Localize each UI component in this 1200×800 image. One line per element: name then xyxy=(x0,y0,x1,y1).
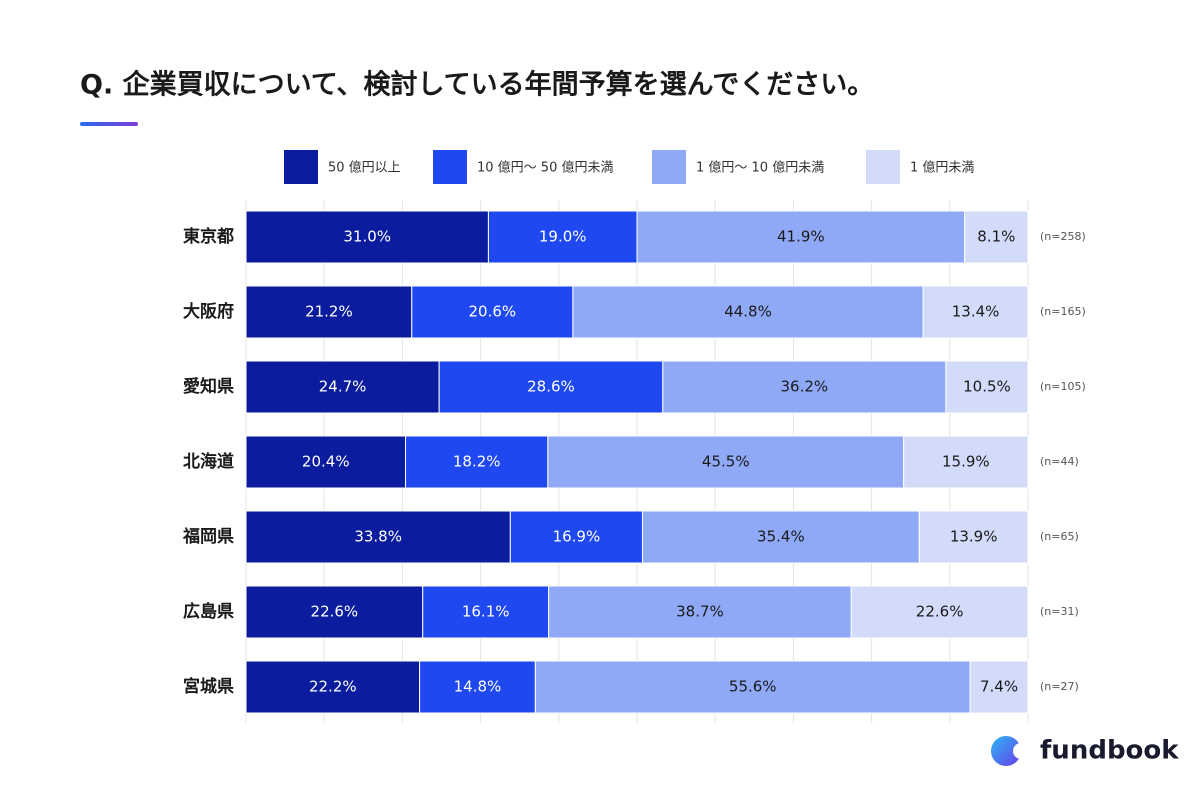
bar-segment xyxy=(422,585,550,639)
value-label: 21.2% xyxy=(305,303,353,321)
logo-icon xyxy=(991,736,1021,766)
value-label: 38.7% xyxy=(676,603,724,621)
bar-segment xyxy=(636,210,966,264)
value-label: 31.0% xyxy=(343,228,391,246)
value-label: 7.4% xyxy=(980,678,1018,696)
logo-icon-inner xyxy=(1013,743,1029,759)
sample-size: (n=258) xyxy=(1040,230,1086,243)
value-label: 41.9% xyxy=(777,228,825,246)
y-tick-label: 東京都 xyxy=(183,226,234,247)
value-label: 55.6% xyxy=(729,678,777,696)
bar-segment xyxy=(245,210,489,264)
title-underline xyxy=(80,122,138,126)
value-label: 28.6% xyxy=(527,378,575,396)
value-label: 19.0% xyxy=(539,228,587,246)
legend-label: 1 億円〜 10 億円未満 xyxy=(696,160,824,176)
value-label: 18.2% xyxy=(453,453,501,471)
bar-segment xyxy=(438,360,664,414)
value-label: 16.1% xyxy=(462,603,510,621)
value-label: 35.4% xyxy=(757,528,805,546)
value-label: 33.8% xyxy=(354,528,402,546)
y-tick-label: 大阪府 xyxy=(183,301,234,322)
sample-size: (n=31) xyxy=(1040,605,1079,618)
value-label: 14.8% xyxy=(454,678,502,696)
y-tick-label: 愛知県 xyxy=(183,376,234,397)
sample-size: (n=105) xyxy=(1040,380,1086,393)
bar-segment xyxy=(918,510,1029,564)
bar-segment xyxy=(903,435,1029,489)
bar-segment xyxy=(969,660,1029,714)
bar-segment xyxy=(548,585,852,639)
bar-segment xyxy=(245,660,421,714)
y-tick-label: 宮城県 xyxy=(183,676,234,697)
bar-segment xyxy=(245,585,424,639)
y-tick-label: 広島県 xyxy=(183,601,234,622)
legend-label: 10 億円〜 50 億円未満 xyxy=(477,160,613,176)
bar-segment xyxy=(922,285,1029,339)
value-label: 22.6% xyxy=(311,603,359,621)
bar-segment xyxy=(572,285,924,339)
value-label: 22.6% xyxy=(916,603,964,621)
chart-title: Q. 企業買収について、検討している年間予算を選んでください。 xyxy=(80,69,874,101)
bar-segment xyxy=(850,585,1029,639)
value-label: 15.9% xyxy=(942,453,990,471)
value-label: 44.8% xyxy=(724,303,772,321)
legend-label: 50 億円以上 xyxy=(328,160,401,176)
value-label: 45.5% xyxy=(702,453,750,471)
bar-segment xyxy=(419,660,536,714)
legend-label: 1 億円未満 xyxy=(910,160,974,176)
y-tick-label: 福岡県 xyxy=(182,526,234,547)
value-label: 10.5% xyxy=(963,378,1011,396)
bar-segment xyxy=(641,510,920,564)
value-label: 16.9% xyxy=(553,528,601,546)
bar-segment xyxy=(964,210,1029,264)
sample-size: (n=165) xyxy=(1040,305,1086,318)
bar-segment xyxy=(245,510,511,564)
bar-segment xyxy=(509,510,643,564)
value-label: 20.4% xyxy=(302,453,350,471)
sample-size: (n=27) xyxy=(1040,680,1079,693)
value-label: 36.2% xyxy=(781,378,829,396)
bar-segment xyxy=(662,360,947,414)
bar-segment xyxy=(534,660,971,714)
value-label: 24.7% xyxy=(319,378,367,396)
bar-segment xyxy=(945,360,1029,414)
y-tick-label: 北海道 xyxy=(183,451,234,472)
bar-segment xyxy=(487,210,638,264)
logo: fundbook xyxy=(991,736,1179,766)
value-label: 22.2% xyxy=(309,678,357,696)
legend-swatch xyxy=(284,150,318,184)
bar-segment xyxy=(245,360,440,414)
value-label: 13.4% xyxy=(952,303,1000,321)
logo-text: fundbook xyxy=(1040,736,1179,766)
value-label: 20.6% xyxy=(469,303,517,321)
sample-size: (n=44) xyxy=(1040,455,1079,468)
sample-size: (n=65) xyxy=(1040,530,1079,543)
legend-swatch xyxy=(433,150,467,184)
value-label: 8.1% xyxy=(977,228,1015,246)
legend-swatch xyxy=(652,150,686,184)
value-label: 13.9% xyxy=(950,528,998,546)
legend-swatch xyxy=(866,150,900,184)
